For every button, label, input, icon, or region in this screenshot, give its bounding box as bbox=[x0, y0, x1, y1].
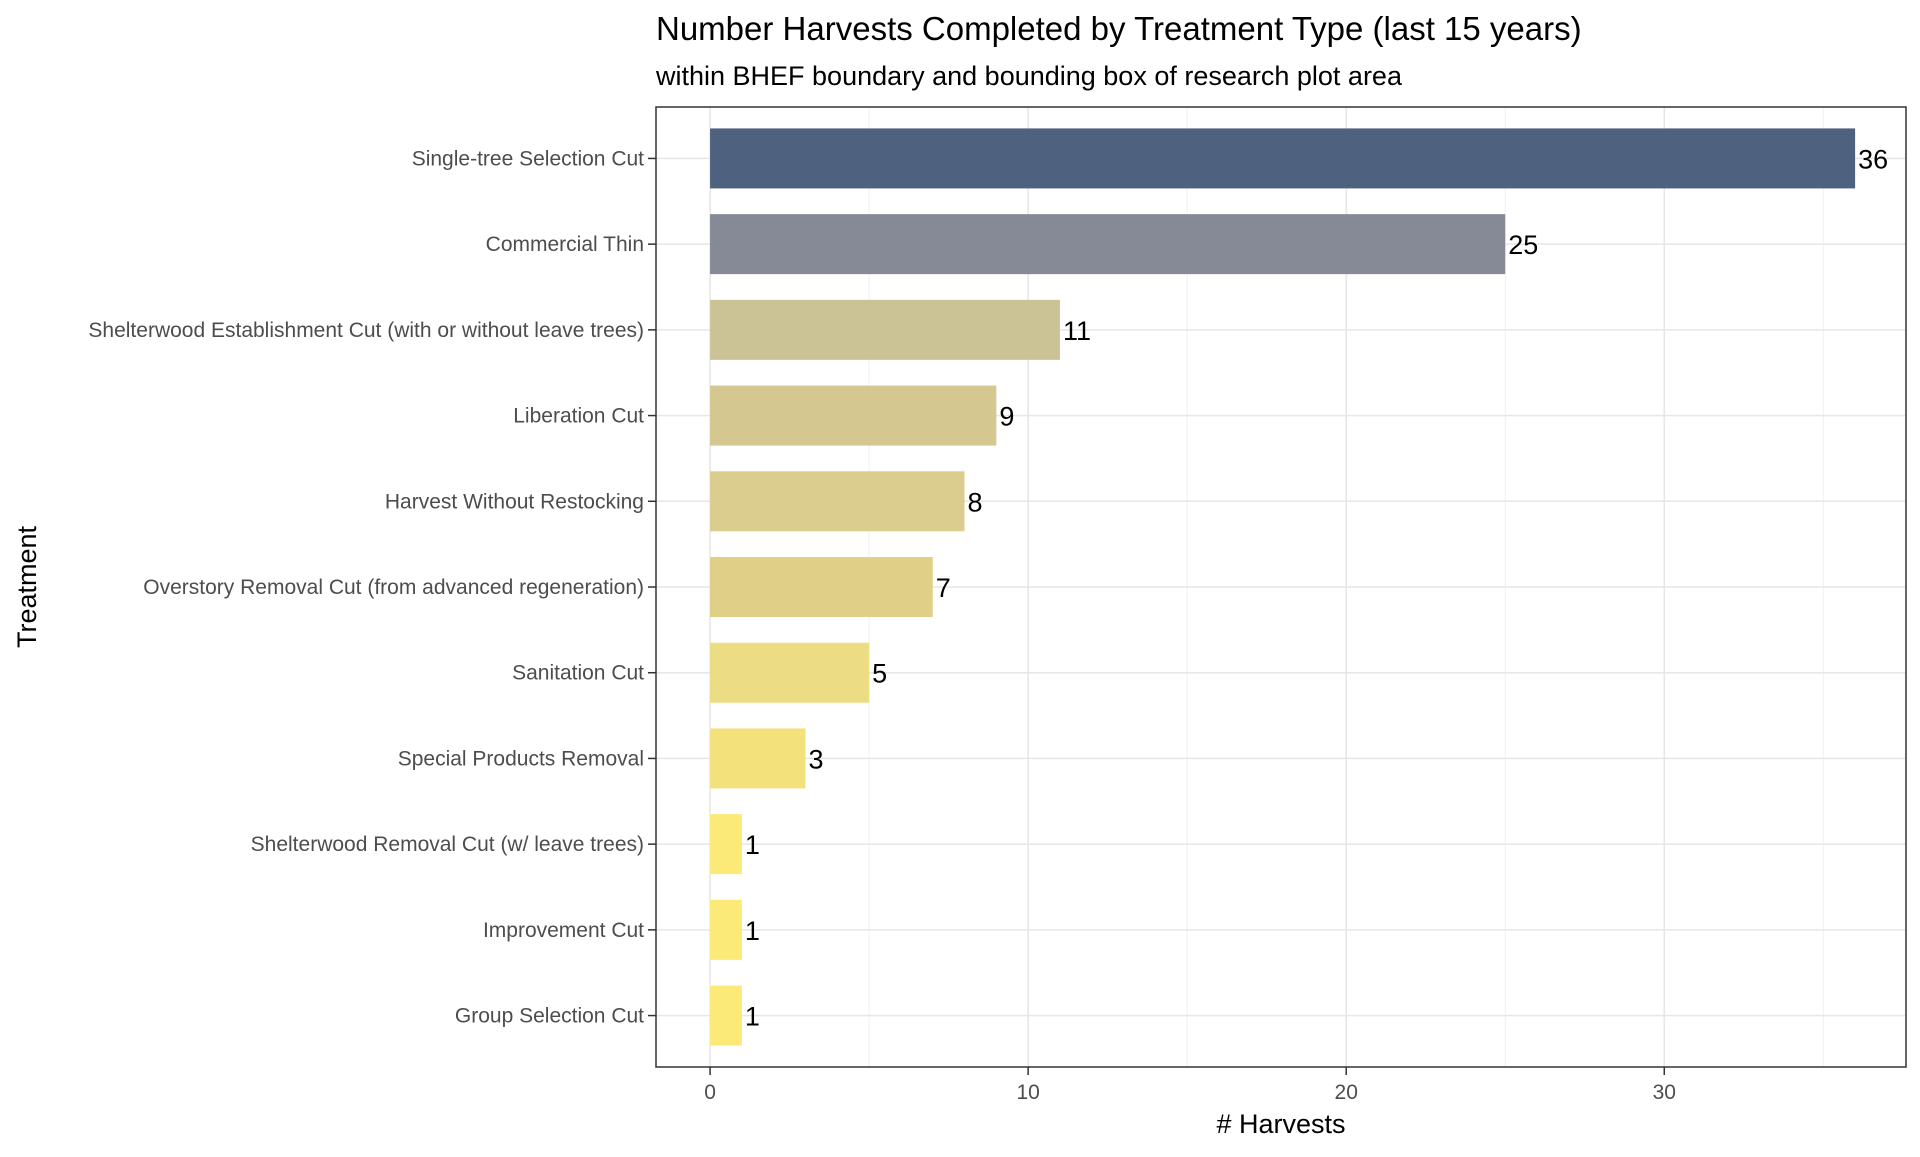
bar-value-label: 9 bbox=[999, 402, 1014, 432]
bar-value-label: 36 bbox=[1858, 144, 1888, 174]
bar bbox=[710, 128, 1856, 189]
x-tick-label: 20 bbox=[1335, 1081, 1358, 1104]
bar bbox=[710, 642, 870, 703]
y-axis-title: Treatment bbox=[12, 525, 42, 648]
y-tick-label: Shelterwood Removal Cut (w/ leave trees) bbox=[251, 833, 644, 856]
bar-value-label: 1 bbox=[745, 1002, 760, 1032]
x-axis-title: # Harvests bbox=[1216, 1109, 1345, 1139]
chart-subtitle: within BHEF boundary and bounding box of… bbox=[655, 61, 1403, 91]
y-tick-label: Improvement Cut bbox=[483, 919, 644, 942]
y-axis: Single-tree Selection Cut Commercial Thin… bbox=[88, 147, 656, 1028]
bar-value-label: 25 bbox=[1508, 230, 1538, 260]
y-tick-label: Commercial Thin bbox=[486, 233, 644, 256]
bar bbox=[710, 899, 742, 960]
bar bbox=[710, 471, 965, 532]
bar-value-label: 7 bbox=[936, 573, 951, 603]
bar bbox=[710, 557, 933, 617]
bar bbox=[710, 214, 1506, 275]
y-tick-label: Sanitation Cut bbox=[512, 662, 644, 685]
bar-value-label: 8 bbox=[968, 487, 983, 517]
y-tick-label: Special Products Removal bbox=[398, 747, 644, 770]
chart-title: Number Harvests Completed by Treatment T… bbox=[656, 10, 1582, 47]
y-tick-label: Liberation Cut bbox=[513, 405, 644, 428]
y-tick-label: Shelterwood Establishment Cut (with or w… bbox=[88, 319, 644, 342]
bar bbox=[710, 985, 742, 1046]
bar-value-label: 1 bbox=[745, 916, 760, 946]
bars bbox=[710, 128, 1856, 1046]
bar bbox=[710, 299, 1060, 360]
y-tick-label: Group Selection Cut bbox=[455, 1005, 644, 1028]
x-tick-label: 30 bbox=[1653, 1081, 1676, 1104]
y-tick-label: Harvest Without Restocking bbox=[385, 490, 644, 513]
x-tick-label: 0 bbox=[704, 1081, 716, 1104]
bar bbox=[710, 728, 806, 789]
x-axis: 0 10 20 30 bbox=[704, 1067, 1676, 1104]
y-tick-label: Overstory Removal Cut (from advanced reg… bbox=[143, 576, 644, 599]
bar-value-label: 5 bbox=[872, 659, 887, 689]
bar-value-label: 11 bbox=[1063, 316, 1091, 346]
bar bbox=[710, 385, 997, 446]
y-tick-label: Single-tree Selection Cut bbox=[412, 147, 644, 170]
bar bbox=[710, 814, 742, 875]
bar-value-label: 3 bbox=[808, 744, 823, 774]
x-tick-label: 10 bbox=[1016, 1081, 1039, 1104]
bar-value-label: 1 bbox=[745, 830, 760, 860]
